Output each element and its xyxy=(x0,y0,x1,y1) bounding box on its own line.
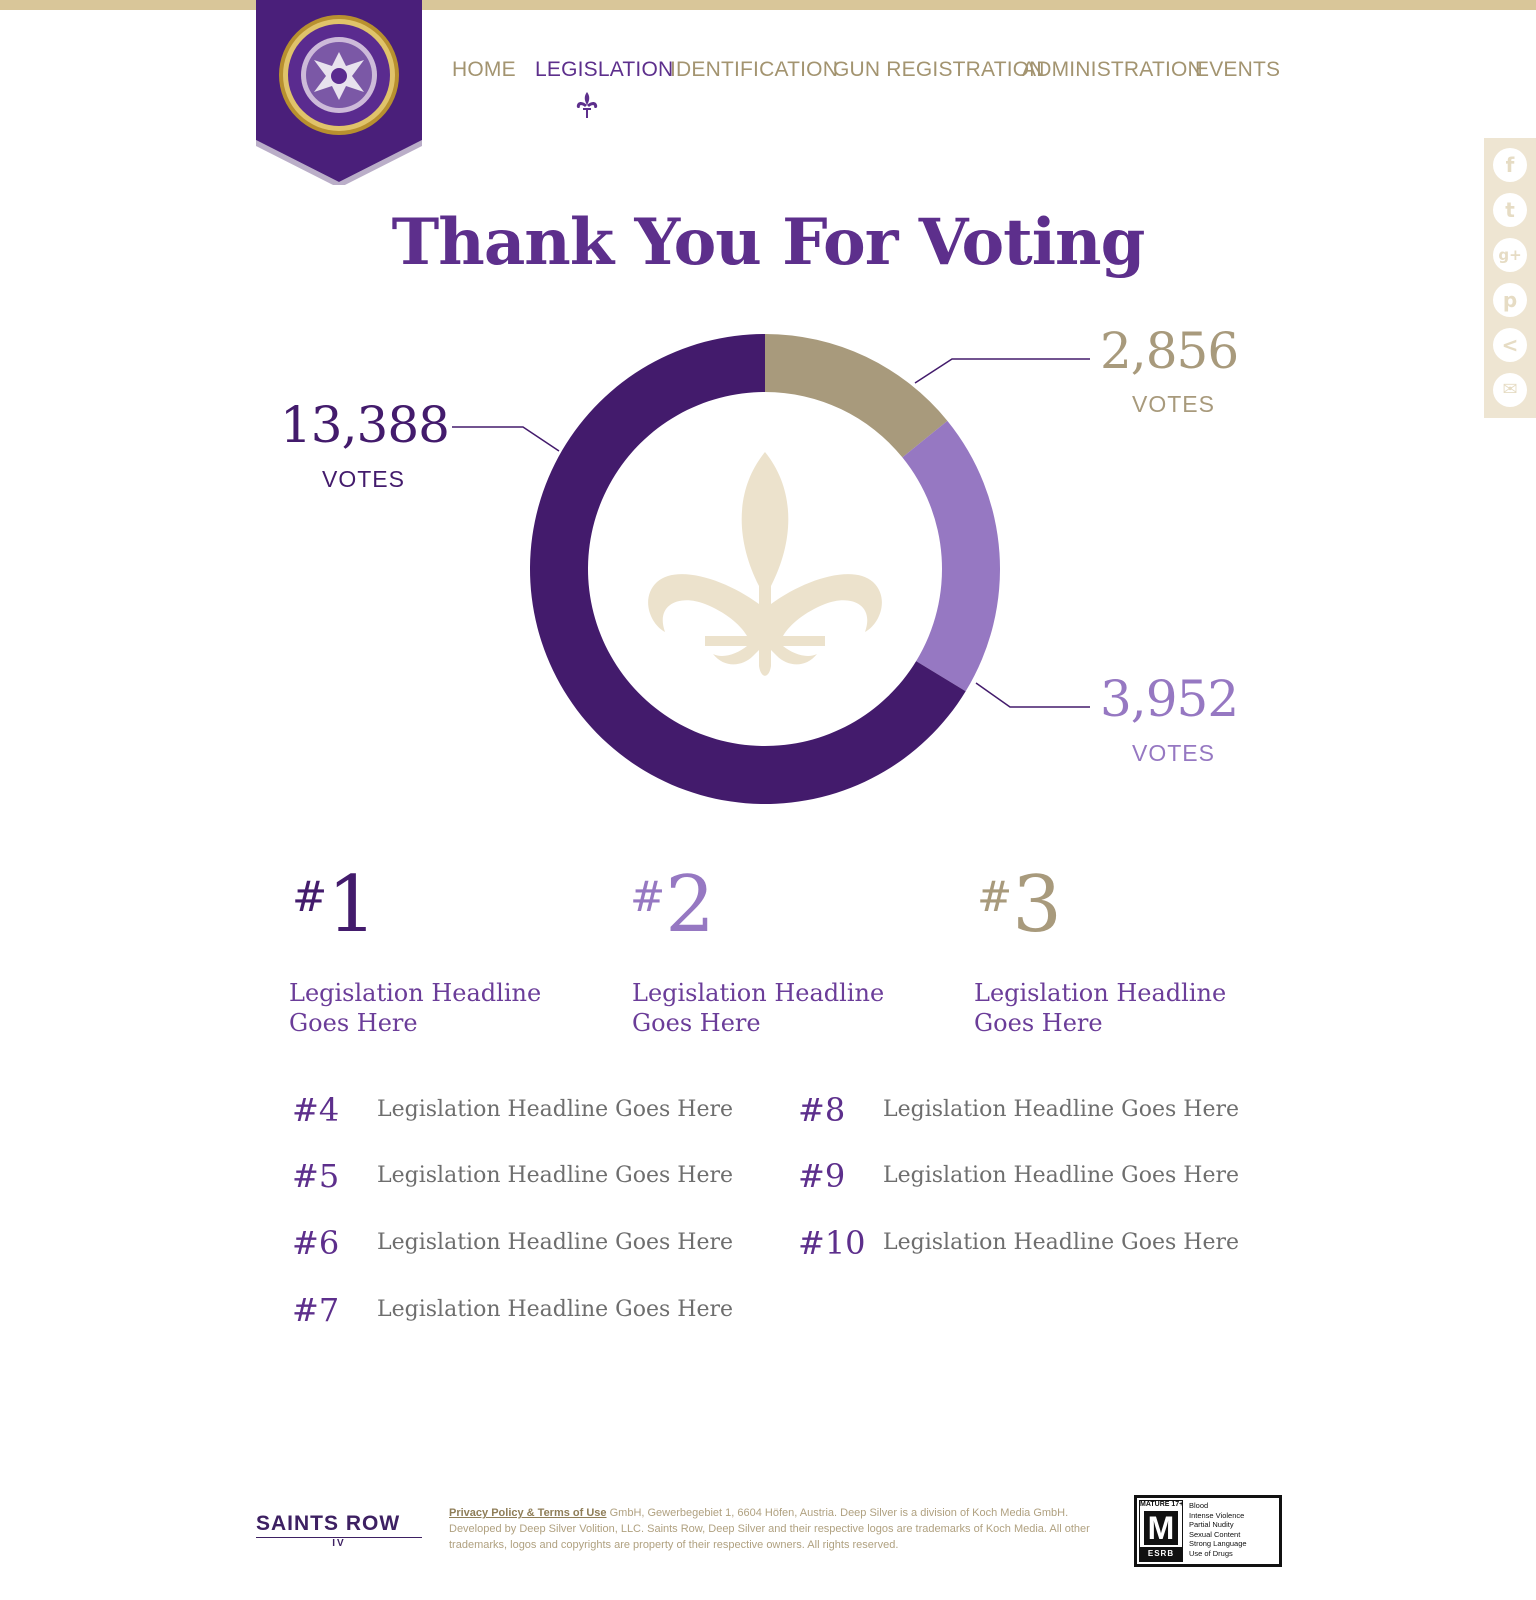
list-rank-10: #10 xyxy=(798,1224,866,1262)
nav-legislation[interactable]: LEGISLATION xyxy=(535,58,674,81)
esrb-descriptors: Blood Intense Violence Partial Nudity Se… xyxy=(1189,1501,1247,1558)
list-rank-9: #9 xyxy=(798,1157,846,1195)
list-rank-6: #6 xyxy=(292,1224,340,1262)
callout-tan-label: VOTES xyxy=(1132,391,1215,417)
top-accent-bar xyxy=(0,0,1536,10)
esrb-descriptor: Partial Nudity xyxy=(1189,1520,1234,1529)
social-share-bar: f t g+ p < ✉ xyxy=(1484,138,1536,418)
seal-logo-banner[interactable]: SEAL OF THE PRESIDENT OF THE UNITED SAIN… xyxy=(256,0,422,185)
email-icon[interactable]: ✉ xyxy=(1493,373,1527,407)
rank-1-headline-line2: Goes Here xyxy=(289,1009,418,1037)
logo-text: SAINTS ROW xyxy=(256,1512,401,1535)
esrb-descriptor: Strong Language xyxy=(1189,1539,1247,1548)
main-nav: HOME LEGISLATION IDENTIFICATION GUN REGI… xyxy=(0,58,1536,118)
callout-tan-value: 2,856 xyxy=(1100,322,1239,380)
list-item-6-headline[interactable]: Legislation Headline Goes Here xyxy=(377,1230,733,1255)
logo-subtext: IV xyxy=(256,1537,422,1549)
esrb-m-icon: M xyxy=(1144,1511,1178,1545)
esrb-descriptor: Blood xyxy=(1189,1501,1209,1510)
list-item-8-headline[interactable]: Legislation Headline Goes Here xyxy=(883,1097,1239,1122)
vote-donut-chart xyxy=(530,334,1000,804)
rank-3-hash: # xyxy=(977,872,1013,921)
active-fleur-icon xyxy=(576,92,598,118)
rank-3-headline[interactable]: Legislation Headline Goes Here xyxy=(974,978,1234,1038)
list-rank-4: #4 xyxy=(292,1091,340,1129)
rank-1-hash: # xyxy=(292,872,328,921)
esrb-descriptor: Intense Violence xyxy=(1189,1510,1245,1520)
rank-3-headline-line2: Goes Here xyxy=(974,1009,1103,1037)
pinterest-icon[interactable]: p xyxy=(1493,283,1527,317)
callout-lavender-label: VOTES xyxy=(1132,740,1215,766)
callout-primary-label: VOTES xyxy=(322,466,405,492)
list-rank-8: #8 xyxy=(798,1091,846,1129)
nav-administration[interactable]: ADMINISTRATION xyxy=(1022,58,1203,81)
twitter-icon[interactable]: t xyxy=(1493,193,1527,227)
rank-3-number: 3 xyxy=(1012,860,1062,950)
page-title: Thank You For Voting xyxy=(391,205,1146,280)
nav-identification[interactable]: IDENTIFICATION xyxy=(670,58,839,81)
nav-events[interactable]: EVENTS xyxy=(1195,58,1281,81)
footer-legal: Privacy Policy & Terms of Use GmbH, Gewe… xyxy=(449,1505,1099,1553)
google-plus-icon[interactable]: g+ xyxy=(1493,238,1527,272)
esrb-rating-panel: MATURE 17+ M ESRB xyxy=(1139,1500,1183,1562)
facebook-icon[interactable]: f xyxy=(1493,148,1527,182)
nav-home[interactable]: HOME xyxy=(452,58,516,81)
callout-lavender-value: 3,952 xyxy=(1100,670,1239,728)
list-rank-5: #5 xyxy=(292,1157,340,1195)
saints-row-logo[interactable]: SAINTS ROW IV xyxy=(256,1512,422,1549)
center-fleur-icon xyxy=(648,452,882,676)
list-item-10-headline[interactable]: Legislation Headline Goes Here xyxy=(883,1230,1239,1255)
privacy-terms-link[interactable]: Privacy Policy & Terms of Use xyxy=(449,1507,607,1519)
rank-1: #1 xyxy=(292,866,377,944)
rank-2-number: 2 xyxy=(665,860,715,950)
donut-slice-tan xyxy=(765,334,948,458)
legal-text: GmbH, Gewerbegebiet 1, 6604 Höfen, Austr… xyxy=(449,1507,1090,1551)
esrb-descriptor: Use of Drugs xyxy=(1189,1548,1233,1558)
esrb-descriptor: Sexual Content xyxy=(1189,1529,1241,1539)
rank-2-headline-line2: Goes Here xyxy=(632,1009,761,1037)
esrb-label: ESRB xyxy=(1140,1547,1182,1561)
callout-primary-value: 13,388 xyxy=(280,396,450,454)
list-item-5-headline[interactable]: Legislation Headline Goes Here xyxy=(377,1163,733,1188)
donut-slice-lavender xyxy=(902,420,1000,692)
list-item-9-headline[interactable]: Legislation Headline Goes Here xyxy=(883,1163,1239,1188)
list-item-7-headline[interactable]: Legislation Headline Goes Here xyxy=(377,1297,733,1322)
esrb-rating-box: MATURE 17+ M ESRB Blood Intense Violence… xyxy=(1134,1495,1282,1567)
esrb-rating-title: MATURE 17+ xyxy=(1140,1501,1184,1508)
nav-gun-registration[interactable]: GUN REGISTRATION xyxy=(833,58,1045,81)
share-icon[interactable]: < xyxy=(1493,328,1527,362)
rank-2-hash: # xyxy=(630,872,666,921)
rank-2: #2 xyxy=(630,866,715,944)
rank-2-headline-line1: Legislation Headline xyxy=(632,979,885,1007)
list-rank-7: #7 xyxy=(292,1291,340,1329)
rank-1-headline-line1: Legislation Headline xyxy=(289,979,542,1007)
list-item-4-headline[interactable]: Legislation Headline Goes Here xyxy=(377,1097,733,1122)
rank-2-headline[interactable]: Legislation Headline Goes Here xyxy=(632,978,892,1038)
rank-1-headline[interactable]: Legislation Headline Goes Here xyxy=(289,978,549,1038)
rank-1-number: 1 xyxy=(327,860,377,950)
rank-3-headline-line1: Legislation Headline xyxy=(974,979,1227,1007)
rank-3: #3 xyxy=(977,866,1062,944)
